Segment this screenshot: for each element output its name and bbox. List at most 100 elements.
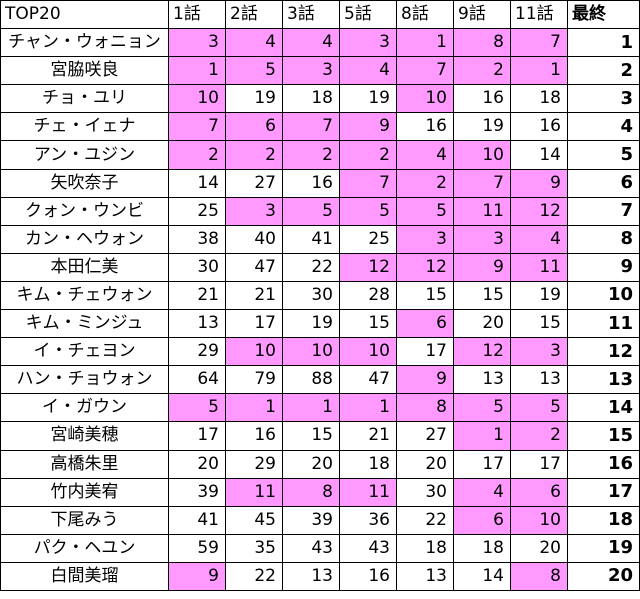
final-rank-cell: 19 <box>567 533 640 563</box>
table-row: チェ・イェナ 7 6 7 9 16 19 16 4 <box>0 112 640 142</box>
rank-cell: 19 <box>453 112 511 142</box>
rank-cell: 13 <box>453 365 511 395</box>
rank-cell: 4 <box>225 28 283 58</box>
rank-cell: 18 <box>453 533 511 563</box>
rank-cell: 12 <box>339 252 397 282</box>
rank-cell: 14 <box>453 561 511 591</box>
rank-cell: 18 <box>396 533 454 563</box>
final-rank-cell: 1 <box>567 28 640 58</box>
trainee-name: 高橋朱里 <box>0 449 169 479</box>
rank-cell: 29 <box>168 337 226 367</box>
column-header-ep3: 3話 <box>282 0 340 30</box>
rank-cell: 3 <box>225 196 283 226</box>
rank-cell: 14 <box>510 140 568 170</box>
rank-cell: 21 <box>225 280 283 311</box>
table-row: チョ・ユリ 10 19 18 19 10 16 18 3 <box>0 84 640 114</box>
column-header-ep11: 11話 <box>510 0 568 30</box>
final-rank-cell: 13 <box>567 365 640 395</box>
rank-cell: 20 <box>510 533 568 563</box>
final-rank-cell: 7 <box>567 196 640 226</box>
rank-cell: 4 <box>396 140 454 170</box>
table-row: 下尾みう 41 45 39 36 22 6 10 18 <box>0 505 640 535</box>
trainee-name: ハン・チョウォン <box>0 365 169 395</box>
rank-cell: 15 <box>510 309 568 339</box>
rank-cell: 47 <box>339 365 397 395</box>
final-rank-cell: 10 <box>567 280 640 311</box>
rank-cell: 16 <box>396 112 454 142</box>
trainee-name: 白間美瑠 <box>0 561 169 591</box>
rank-cell: 1 <box>168 56 226 86</box>
rank-cell: 1 <box>396 28 454 58</box>
rank-cell: 15 <box>453 280 511 311</box>
rank-cell: 2 <box>510 421 568 451</box>
rank-cell: 3 <box>168 28 226 58</box>
table-row: 宮崎美穂 17 16 15 21 27 1 2 15 <box>0 421 640 451</box>
rank-cell: 30 <box>168 252 226 282</box>
table-row: 矢吹奈子 14 27 16 7 2 7 9 6 <box>0 168 640 198</box>
rank-cell: 47 <box>225 252 283 282</box>
rank-cell: 10 <box>168 84 226 114</box>
column-header-ep8: 8話 <box>396 0 454 30</box>
final-rank-cell: 20 <box>567 561 640 591</box>
table-row: キム・チェウォン 21 21 30 28 15 15 19 10 <box>0 280 640 311</box>
rank-cell: 43 <box>282 533 340 563</box>
final-rank-cell: 16 <box>567 449 640 479</box>
rank-cell: 17 <box>396 337 454 367</box>
rank-cell: 3 <box>453 224 511 254</box>
trainee-name: パク・ヘユン <box>0 533 169 563</box>
rank-cell: 20 <box>282 449 340 479</box>
rank-cell: 7 <box>453 168 511 198</box>
rank-cell: 8 <box>282 477 340 507</box>
rank-cell: 8 <box>510 561 568 591</box>
rank-cell: 3 <box>282 56 340 86</box>
rank-cell: 79 <box>225 365 283 395</box>
rank-cell: 10 <box>396 84 454 114</box>
table-row: パク・ヘユン 59 35 43 43 18 18 20 19 <box>0 533 640 563</box>
rank-cell: 29 <box>225 449 283 479</box>
rank-cell: 35 <box>225 533 283 563</box>
rank-cell: 27 <box>225 168 283 198</box>
table-row: 宮脇咲良 1 5 3 4 7 2 1 2 <box>0 56 640 86</box>
rank-cell: 9 <box>168 561 226 591</box>
rank-cell: 4 <box>453 477 511 507</box>
rank-cell: 9 <box>396 365 454 395</box>
final-rank-cell: 3 <box>567 84 640 114</box>
rank-cell: 5 <box>282 196 340 226</box>
rank-cell: 1 <box>225 393 283 423</box>
rank-cell: 2 <box>396 168 454 198</box>
column-header-ep5: 5話 <box>339 0 397 30</box>
rank-cell: 12 <box>396 252 454 282</box>
final-rank-cell: 5 <box>567 140 640 170</box>
table-row: イ・チェヨン 29 10 10 10 17 12 3 12 <box>0 337 640 367</box>
rank-cell: 16 <box>453 84 511 114</box>
rank-cell: 7 <box>339 168 397 198</box>
rank-cell: 59 <box>168 533 226 563</box>
rank-cell: 40 <box>225 224 283 254</box>
rank-cell: 20 <box>396 449 454 479</box>
rank-cell: 3 <box>339 28 397 58</box>
rank-cell: 2 <box>282 140 340 170</box>
rank-cell: 2 <box>225 140 283 170</box>
column-header-ep1: 1話 <box>168 0 226 30</box>
rank-cell: 13 <box>396 561 454 591</box>
trainee-name: チョ・ユリ <box>0 84 169 114</box>
rank-cell: 18 <box>282 84 340 114</box>
trainee-name: カン・ヘウォン <box>0 224 169 254</box>
trainee-name: キム・チェウォン <box>0 280 169 311</box>
rank-cell: 45 <box>225 505 283 535</box>
rank-cell: 41 <box>282 224 340 254</box>
trainee-name: キム・ミンジュ <box>0 309 169 339</box>
trainee-name: 宮崎美穂 <box>0 421 169 451</box>
rank-cell: 19 <box>339 84 397 114</box>
final-rank-cell: 4 <box>567 112 640 142</box>
final-rank-cell: 18 <box>567 505 640 535</box>
rank-cell: 8 <box>396 393 454 423</box>
rank-cell: 15 <box>339 309 397 339</box>
rank-cell: 16 <box>510 112 568 142</box>
rank-cell: 1 <box>453 421 511 451</box>
rank-cell: 10 <box>339 337 397 367</box>
table-row: 高橋朱里 20 29 20 18 20 17 17 16 <box>0 449 640 479</box>
rank-cell: 12 <box>453 337 511 367</box>
rank-cell: 7 <box>282 112 340 142</box>
table-row: チャン・ウォニョン 3 4 4 3 1 8 7 1 <box>0 28 640 58</box>
